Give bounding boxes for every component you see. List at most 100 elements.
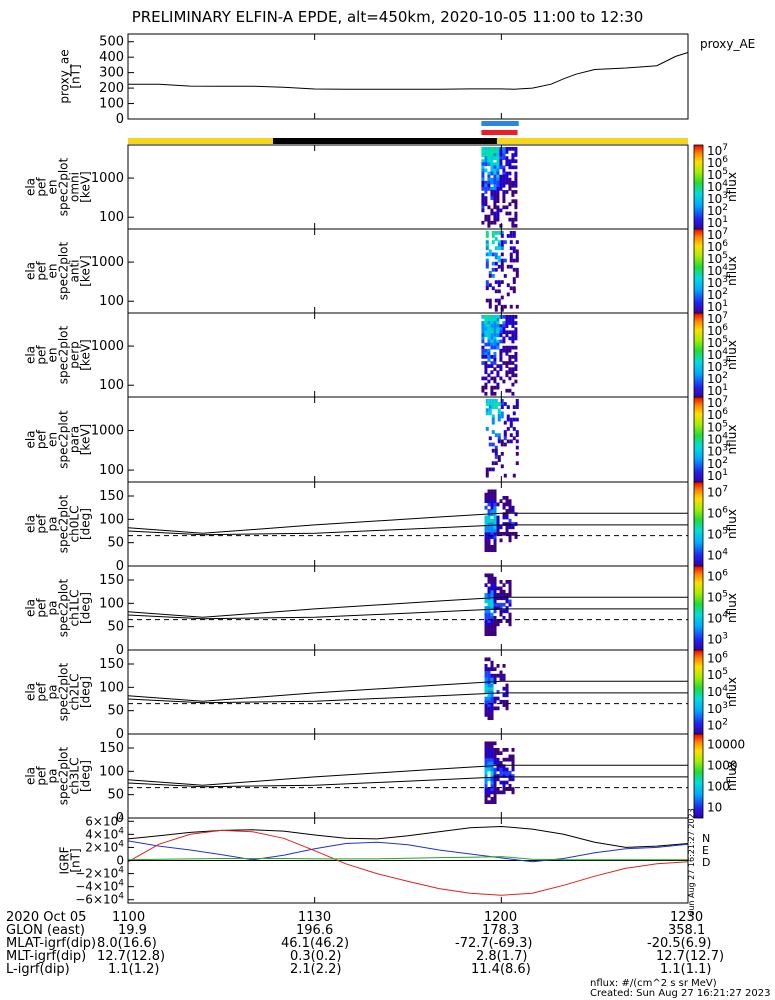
energy-panel-2-cell (493, 330, 497, 335)
energy-panel-0-cbtick-6: 107 (707, 143, 728, 158)
energy-panel-2-cell (499, 358, 503, 362)
energy-panel-1-cell (506, 283, 510, 288)
energy-panel-1-cell (500, 240, 504, 244)
energy-panel-1-cell (485, 280, 489, 284)
energy-panel-2-cell (493, 358, 497, 362)
energy-panel-2-cbtick-1: 102 (707, 371, 728, 386)
energy-panel-2-cell (508, 370, 512, 375)
energy-panel-0-cell (493, 174, 497, 179)
pitch-panel-1-cell (484, 625, 488, 630)
pitch-panel-1-cell (505, 580, 509, 584)
pitch-panel-3-cell (502, 767, 506, 772)
energy-panel-2-colorbar (693, 312, 704, 398)
pitch-panel-3-cell (496, 748, 500, 752)
energy-panel-2-cell (484, 315, 488, 319)
energy-panel-1-cell (485, 258, 489, 263)
pitch-panel-2-cell (496, 673, 500, 678)
pitch-panel-3-loss-cone-lower (127, 776, 688, 788)
energy-panel-3-yticklabel-0: 100 (99, 463, 124, 478)
energy-panel-2-cell (487, 351, 491, 356)
ephem-time-2: 1200 (484, 910, 518, 925)
energy-panel-0-cell (511, 223, 515, 228)
pitch-panel-1-cell (508, 602, 512, 607)
energy-panel-0-cell (514, 217, 518, 222)
energy-panel-2-cell (484, 330, 488, 335)
pitch-panel-3-cell (499, 761, 503, 765)
energy-panel-2-cell (511, 330, 515, 335)
igrf-ylabel-0: IGRF (58, 846, 72, 874)
pitch-panel-3-cell (493, 774, 497, 778)
energy-panel-3-cbtick-3: 104 (707, 432, 728, 447)
pitch-panel-2-cbtick-0: 102 (707, 718, 728, 733)
energy-panel-0-cell (481, 147, 485, 151)
pitch-panel-3-cell (487, 793, 491, 798)
energy-panel-2-cell (514, 333, 518, 338)
energy-panel-1-cell (488, 271, 492, 275)
energy-panel-0-cell (493, 183, 497, 188)
energy-panel-0-cell (496, 187, 500, 191)
pitch-panel-0-cell (490, 502, 494, 507)
energy-panel-1-cell (500, 295, 504, 300)
pitch-panel-1-yticklabel-3: 150 (99, 573, 124, 588)
pitch-panel-0-cell (505, 496, 509, 500)
energy-panel-0-cell (511, 147, 515, 151)
energy-panel-0-cell (496, 196, 500, 200)
energy-panel-0-cell (505, 174, 509, 179)
energy-panel-2-cell (493, 379, 497, 384)
pitch-panel-3-cell (487, 787, 491, 791)
energy-panel-2-cell (484, 324, 488, 328)
pitch-panel-0-cell (487, 541, 491, 546)
pitch-panel-1-cell (484, 629, 488, 633)
energy-panel-0-cell (508, 162, 512, 167)
energy-panel-2-cell (493, 391, 497, 396)
pitch-panel-0-cell (493, 499, 497, 504)
pitch-panel-0-ylabel-0: ela (24, 515, 38, 533)
pitch-panel-1-cell (499, 612, 503, 617)
energy-panel-2-cell (490, 355, 494, 359)
pitch-panel-3-cell (487, 754, 491, 759)
pitch-panel-0-cell (487, 518, 491, 523)
pitch-panel-0-cell (490, 496, 494, 500)
energy-panel-0-cell (502, 156, 506, 160)
ephem-time-1: 1130 (298, 910, 332, 925)
energy-panel-1-cell (500, 243, 504, 248)
energy-panel-2-ylabel-0: ela (24, 346, 38, 364)
energy-panel-1-cell (500, 261, 504, 266)
pitch-panel-2-cell (490, 690, 494, 694)
energy-panel-0-cell (493, 211, 497, 216)
pitch-panel-3-cell (484, 790, 488, 795)
energy-panel-1-cell (515, 271, 519, 275)
pitch-panel-2-cell (502, 673, 506, 678)
energy-panel-2-cell (481, 324, 485, 328)
pitch-panel-0-ylabel-3: spec2plot (57, 494, 71, 553)
energy-panel-0-cell (493, 156, 497, 160)
pitch-panel-1-cell (490, 625, 494, 630)
pitch-panel-0-cell (484, 538, 488, 543)
energy-panel-2-cell (493, 345, 497, 350)
energy-panel-3-cell (506, 414, 510, 419)
pitch-panel-1-cell (484, 573, 488, 578)
pitch-panel-0-cell (490, 499, 494, 504)
energy-panel-1-cell (494, 280, 498, 284)
energy-panel-2-cell (502, 379, 506, 384)
energy-panel-0-cell (487, 183, 491, 188)
pitch-panel-0-cbtick-0: 104 (707, 548, 728, 563)
energy-panel-3-cell (509, 433, 513, 438)
pitch-panel-3-cell (496, 774, 500, 778)
pitch-panel-2-cell (484, 677, 488, 681)
energy-panel-0-cell (505, 159, 509, 164)
pitch-panel-1-cell (499, 589, 503, 594)
pitch-panel-2-cell (484, 690, 488, 694)
energy-panel-2-cell (502, 361, 506, 365)
energy-panel-1-colorbar (693, 228, 704, 314)
energy-panel-0-cell (511, 199, 515, 204)
energy-panel-0-cell (481, 165, 485, 170)
energy-panel-2-cell (508, 355, 512, 359)
energy-panel-0-cell (487, 223, 491, 228)
pitch-panel-1-cblabel: nflux (725, 593, 739, 623)
energy-panel-1-cell (485, 246, 489, 251)
igrf-yticklabel-0: 6×104 (85, 813, 124, 828)
energy-panel-1-cell (512, 234, 516, 238)
energy-panel-2-cell (514, 364, 518, 368)
pitch-panel-0-cell (484, 535, 488, 539)
